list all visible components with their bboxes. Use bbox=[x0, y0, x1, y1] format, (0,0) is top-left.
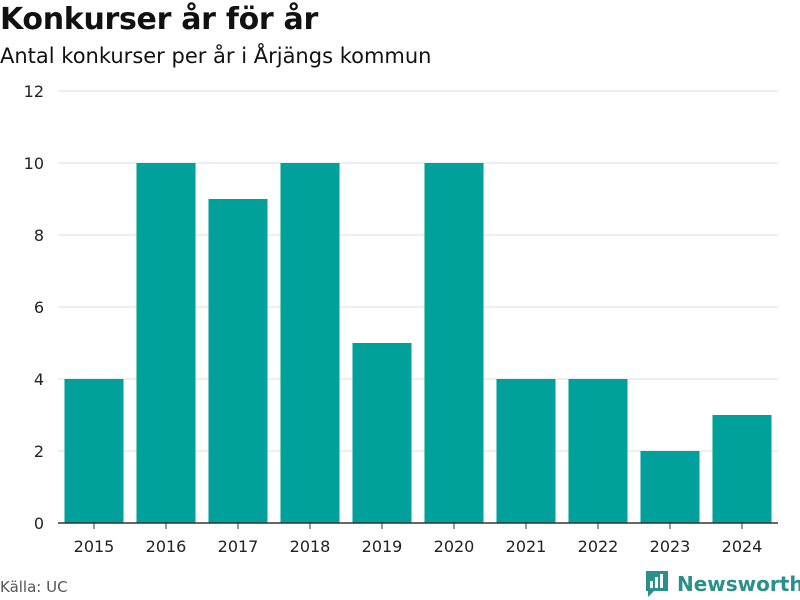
x-tick-label: 2016 bbox=[146, 537, 187, 556]
bar bbox=[64, 379, 124, 523]
x-tick-label: 2020 bbox=[434, 537, 475, 556]
bar bbox=[568, 379, 628, 523]
bar bbox=[640, 451, 700, 523]
axes: 0 2 4 6 8 10 12 2015 2016 2017 2018 2019 2020 2021 202… bbox=[24, 82, 778, 556]
bar bbox=[208, 199, 268, 523]
y-tick-label: 12 bbox=[24, 82, 44, 101]
bar bbox=[352, 343, 412, 523]
y-tick-label: 6 bbox=[34, 298, 44, 317]
bar-chart-logo-icon bbox=[646, 571, 668, 597]
bar bbox=[136, 163, 196, 523]
source-note: Källa: UC bbox=[0, 578, 68, 596]
x-tick-label: 2021 bbox=[506, 537, 547, 556]
x-tick-label: 2024 bbox=[722, 537, 763, 556]
bar bbox=[712, 415, 772, 523]
bar bbox=[496, 379, 556, 523]
chart-subtitle: Antal konkurser per år i Årjängs kommun bbox=[0, 44, 432, 68]
y-tick-label: 10 bbox=[24, 154, 44, 173]
brand-logo: Newsworthy bbox=[644, 569, 800, 599]
x-tick-label: 2015 bbox=[74, 537, 115, 556]
y-tick-label: 0 bbox=[34, 514, 44, 533]
y-tick-label: 2 bbox=[34, 442, 44, 461]
y-tick-label: 4 bbox=[34, 370, 44, 389]
bars bbox=[64, 163, 772, 523]
chart-title: Konkurser år för år bbox=[0, 2, 318, 37]
x-tick-label: 2022 bbox=[578, 537, 619, 556]
x-tick-label: 2019 bbox=[362, 537, 403, 556]
bar bbox=[424, 163, 484, 523]
y-tick-label: 8 bbox=[34, 226, 44, 245]
x-tick-label: 2023 bbox=[650, 537, 691, 556]
x-tick-label: 2018 bbox=[290, 537, 331, 556]
x-tick-label: 2017 bbox=[218, 537, 259, 556]
brand-name: Newsworthy bbox=[677, 572, 800, 596]
bar bbox=[280, 163, 340, 523]
